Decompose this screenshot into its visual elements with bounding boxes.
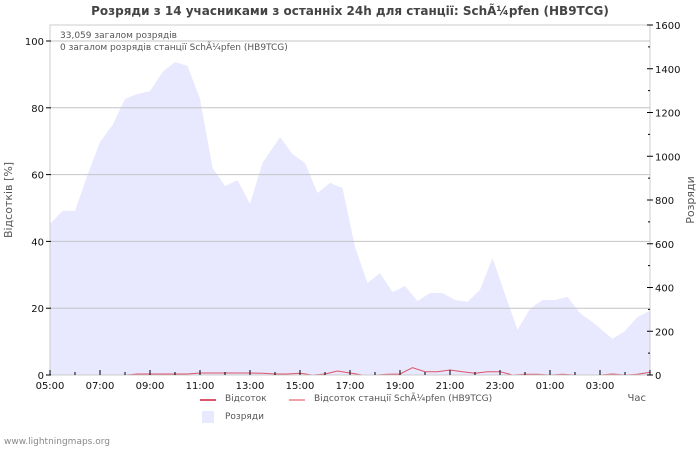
- legend-swatch-strikes: [202, 411, 214, 423]
- grid-lines: [50, 40, 650, 309]
- y-right-tick-label: 400: [655, 284, 674, 295]
- chart-title: Розряди з 14 учасниками з останніх 24h д…: [91, 4, 609, 18]
- info-station-strikes: 0 загалом розрядів станції SchÃ¼pfen (HB…: [60, 42, 288, 53]
- x-tick-label: 09:00: [136, 381, 165, 392]
- y-left-axis-title: Відсотків [%]: [2, 162, 15, 238]
- y-right-tick-label: 0: [655, 371, 661, 382]
- y-right-tick-label: 1000: [655, 152, 680, 163]
- y-left-tick-label: 40: [31, 237, 44, 248]
- y-right-tick-label: 1600: [655, 21, 680, 32]
- y-right-tick-label: 600: [655, 240, 674, 251]
- x-tick-label: 17:00: [336, 381, 365, 392]
- y-left-tick-label: 100: [25, 37, 44, 48]
- y-left-tick-label: 60: [31, 171, 44, 182]
- y-right-axis-title: Розряди: [684, 176, 697, 224]
- info-total-strikes: 33,059 загалом розрядів: [60, 31, 177, 41]
- x-tick-label: 05:00: [36, 381, 65, 392]
- axes: 0204060801000200400600800100012001400160…: [25, 21, 681, 392]
- y-left-tick-label: 20: [31, 304, 44, 315]
- legend-label-station-percent: Відсоток станції SchÃ¼pfen (HB9TCG): [314, 394, 493, 404]
- y-right-tick-label: 200: [655, 327, 674, 338]
- x-tick-label: 23:00: [486, 381, 515, 392]
- legend-swatch-percent: [200, 399, 216, 401]
- y-right-tick-label: 1400: [655, 65, 680, 76]
- x-tick-label: 07:00: [86, 381, 115, 392]
- legend-label-strikes: Розряди: [225, 412, 264, 422]
- x-axis-title: Час: [628, 393, 646, 404]
- y-right-tick-label: 1200: [655, 109, 680, 120]
- strikes-area-path: [50, 62, 650, 375]
- strikes-area: [50, 62, 650, 375]
- percent-polyline: [50, 367, 651, 376]
- x-tick-label: 03:00: [586, 381, 615, 392]
- y-left-tick-label: 0: [38, 371, 44, 382]
- legend-label-percent: Відсоток: [225, 394, 267, 404]
- x-tick-label: 01:00: [536, 381, 565, 392]
- percentage-line: [50, 367, 651, 376]
- x-tick-label: 21:00: [436, 381, 465, 392]
- x-tick-label: 15:00: [286, 381, 315, 392]
- y-right-tick-label: 800: [655, 196, 674, 207]
- x-tick-label: 13:00: [236, 381, 265, 392]
- y-left-tick-label: 80: [31, 104, 44, 115]
- x-tick-label: 19:00: [386, 381, 415, 392]
- watermark-link[interactable]: www.lightningmaps.org: [4, 437, 110, 447]
- x-tick-label: 11:00: [186, 381, 215, 392]
- legend-swatch-station-percent: [289, 399, 305, 401]
